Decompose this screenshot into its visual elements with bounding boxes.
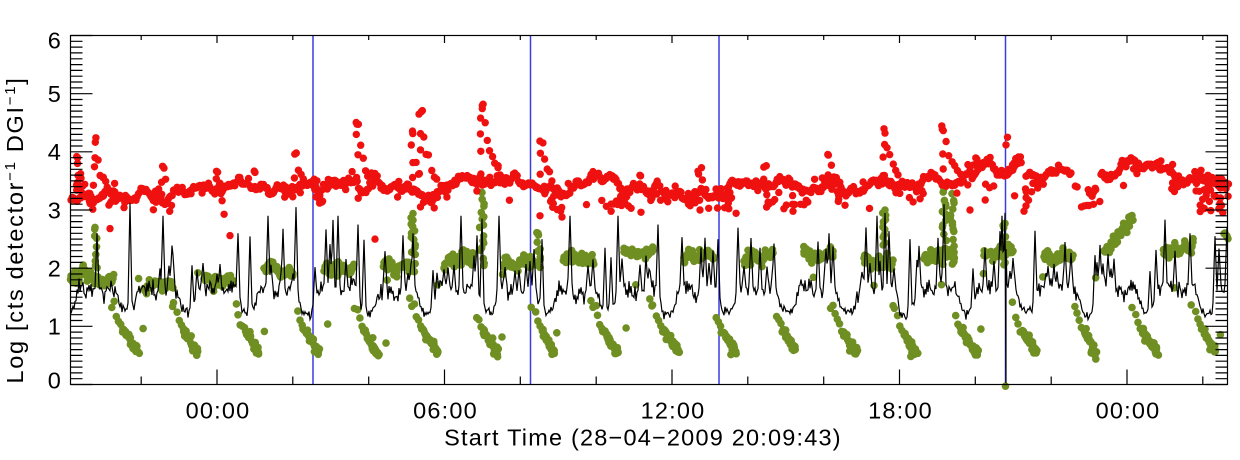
svg-text:12:00: 12:00: [641, 398, 706, 424]
svg-text:1: 1: [48, 314, 62, 340]
svg-text:00:00: 00:00: [186, 398, 251, 424]
svg-text:3: 3: [48, 197, 62, 223]
svg-text:0: 0: [48, 368, 62, 394]
svg-text:Start Time (28−04−2009 20:09:4: Start Time (28−04−2009 20:09:43): [444, 425, 842, 451]
svg-text:Log [cts detector−1 DGI−1]: Log [cts detector−1 DGI−1]: [2, 76, 28, 383]
svg-text:06:00: 06:00: [413, 398, 478, 424]
svg-text:2: 2: [48, 256, 62, 282]
svg-text:00:00: 00:00: [1096, 398, 1161, 424]
svg-text:6: 6: [48, 28, 62, 54]
svg-text:18:00: 18:00: [868, 398, 933, 424]
svg-text:4: 4: [48, 139, 62, 165]
svg-text:5: 5: [48, 81, 62, 107]
